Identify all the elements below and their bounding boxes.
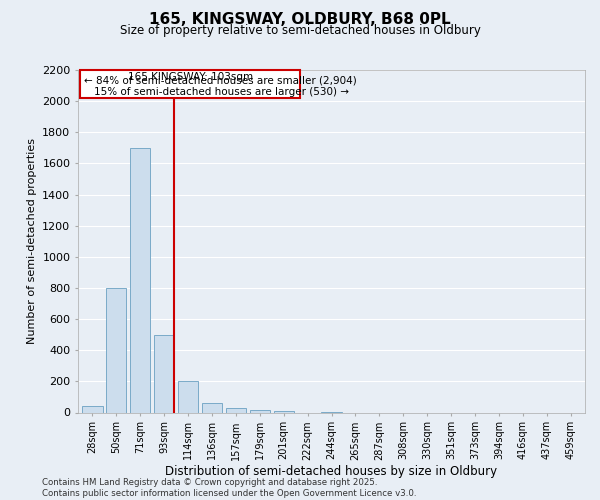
Y-axis label: Number of semi-detached properties: Number of semi-detached properties xyxy=(26,138,37,344)
Bar xyxy=(154,334,174,412)
Text: ← 84% of semi-detached houses are smaller (2,904): ← 84% of semi-detached houses are smalle… xyxy=(84,76,357,86)
Text: 165 KINGSWAY: 103sqm: 165 KINGSWAY: 103sqm xyxy=(128,72,253,83)
Text: 165, KINGSWAY, OLDBURY, B68 0PL: 165, KINGSWAY, OLDBURY, B68 0PL xyxy=(149,12,451,28)
Text: Contains HM Land Registry data © Crown copyright and database right 2025.
Contai: Contains HM Land Registry data © Crown c… xyxy=(42,478,416,498)
FancyBboxPatch shape xyxy=(80,70,301,98)
Bar xyxy=(82,406,103,412)
Bar xyxy=(130,148,151,412)
Bar xyxy=(106,288,127,412)
Bar xyxy=(250,410,270,412)
Text: Size of property relative to semi-detached houses in Oldbury: Size of property relative to semi-detach… xyxy=(119,24,481,37)
Bar xyxy=(226,408,246,412)
Bar xyxy=(178,382,198,412)
X-axis label: Distribution of semi-detached houses by size in Oldbury: Distribution of semi-detached houses by … xyxy=(166,465,497,478)
Bar xyxy=(202,403,222,412)
Text: 15% of semi-detached houses are larger (530) →: 15% of semi-detached houses are larger (… xyxy=(94,87,349,97)
